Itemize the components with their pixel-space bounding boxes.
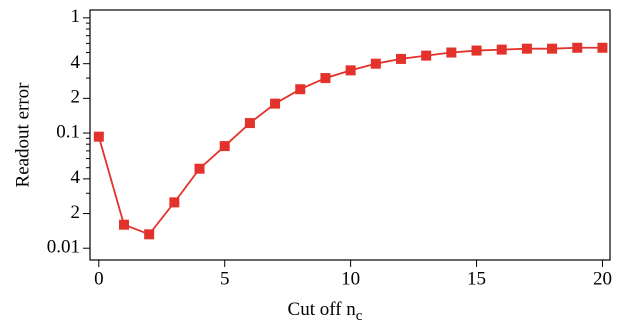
y-tick-label: 2 bbox=[71, 87, 81, 108]
y-tick-label: 4 bbox=[71, 167, 81, 188]
marker bbox=[395, 53, 406, 64]
y-tick-label: 4 bbox=[71, 52, 81, 73]
x-tick-label: 0 bbox=[94, 268, 104, 289]
x-tick-label: 15 bbox=[467, 268, 486, 289]
marker bbox=[219, 141, 230, 152]
x-axis-label: Cut off nc bbox=[288, 299, 363, 324]
plot-frame bbox=[89, 9, 611, 261]
marker bbox=[144, 229, 155, 240]
marker bbox=[194, 163, 205, 174]
marker bbox=[118, 219, 129, 230]
marker bbox=[521, 43, 532, 54]
x-label-main: Cut off n bbox=[288, 299, 357, 320]
marker bbox=[93, 131, 104, 142]
marker bbox=[496, 44, 507, 55]
marker bbox=[370, 58, 381, 69]
marker bbox=[547, 43, 558, 54]
marker bbox=[345, 65, 356, 76]
y-tick-label: 0.1 bbox=[56, 121, 80, 142]
x-label-subscript: c bbox=[356, 308, 363, 324]
marker bbox=[169, 197, 180, 208]
x-tick-label: 10 bbox=[341, 268, 360, 289]
y-axis-label: Readout error bbox=[12, 82, 33, 188]
marker bbox=[572, 42, 583, 53]
marker bbox=[421, 50, 432, 61]
marker bbox=[471, 45, 482, 56]
marker bbox=[244, 118, 255, 129]
x-tick-label: 20 bbox=[593, 268, 612, 289]
x-tick-label: 5 bbox=[220, 268, 230, 289]
y-tick-label: 2 bbox=[71, 202, 81, 223]
marker bbox=[597, 42, 608, 53]
marker bbox=[320, 73, 331, 84]
y-tick-label: 1 bbox=[71, 6, 81, 27]
marker bbox=[295, 84, 306, 95]
marker bbox=[270, 98, 281, 109]
marker bbox=[446, 47, 457, 58]
y-tick-label: 0.01 bbox=[47, 237, 80, 258]
